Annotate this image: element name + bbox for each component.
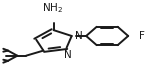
Text: N: N <box>65 50 72 60</box>
Text: F: F <box>139 31 145 41</box>
Text: NH$_2$: NH$_2$ <box>42 2 63 15</box>
Text: N: N <box>75 31 83 41</box>
